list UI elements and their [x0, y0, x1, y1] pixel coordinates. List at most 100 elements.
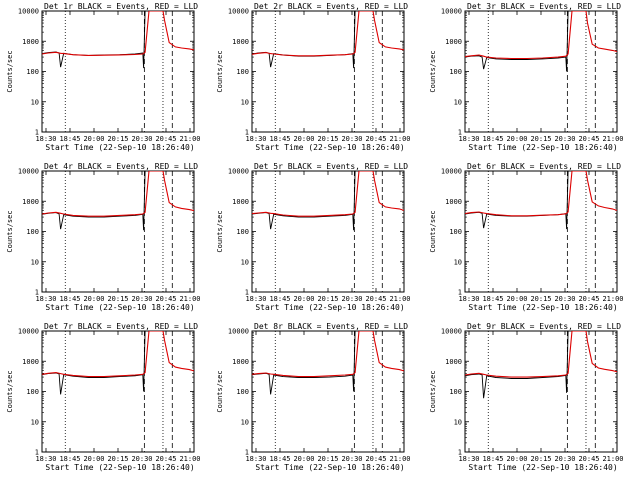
- y-tick-label: 1: [35, 289, 39, 297]
- series-line-events: [42, 331, 163, 395]
- y-tick-label: 100: [449, 68, 462, 76]
- x-axis-label: Start Time (22-Sep-10 18:26:40): [468, 463, 617, 472]
- panel-det-8: Det 8r BLACK = Events, RED = LLD 1 10 100 10…: [216, 322, 411, 472]
- y-tick-label: 1000: [232, 358, 249, 366]
- x-tick-label: 18:45: [269, 135, 290, 143]
- y-tick-label: 10000: [18, 168, 39, 176]
- y-tick-label: 1000: [445, 358, 462, 366]
- data-group: [465, 11, 617, 72]
- x-axis-label: Start Time (22-Sep-10 18:26:40): [45, 463, 194, 472]
- x-tick-label: 20:30: [554, 135, 575, 143]
- y-tick-label: 10000: [228, 168, 249, 176]
- x-tick-label: 20:45: [155, 455, 176, 463]
- x-tick-label: 20:00: [293, 295, 314, 303]
- x-tick-label: 21:00: [602, 295, 623, 303]
- y-axis-label: Counts/sec: [6, 50, 14, 92]
- x-tick-label: 18:30: [35, 135, 56, 143]
- x-axis-label: Start Time (22-Sep-10 18:26:40): [468, 143, 617, 152]
- series-line-lld: [465, 171, 617, 217]
- series-line-lld: [42, 11, 194, 56]
- x-tick-label: 20:45: [578, 455, 599, 463]
- series-line-lld: [252, 171, 404, 217]
- data-group: [252, 171, 404, 231]
- x-tick-label: 20:00: [83, 135, 104, 143]
- x-axis-label: Start Time (22-Sep-10 18:26:40): [255, 463, 404, 472]
- y-tick-label: 1000: [232, 198, 249, 206]
- x-tick-label: 20:15: [107, 295, 128, 303]
- y-axis-label: Counts/sec: [216, 210, 224, 252]
- data-group: [42, 331, 194, 395]
- y-axis-label: Counts/sec: [216, 370, 224, 412]
- plot-frame: [41, 170, 195, 293]
- x-tick-label: 20:45: [578, 295, 599, 303]
- x-axis-label: Start Time (22-Sep-10 18:26:40): [45, 143, 194, 152]
- y-tick-label: 1000: [445, 38, 462, 46]
- x-tick-label: 20:45: [578, 135, 599, 143]
- x-tick-label: 18:30: [35, 295, 56, 303]
- x-tick-label: 18:45: [59, 295, 80, 303]
- plot-frame: [41, 10, 195, 133]
- panel-det-4: Det 4r BLACK = Events, RED = LLD 1 10 100 10…: [6, 162, 201, 312]
- y-tick-label: 10000: [441, 328, 462, 336]
- x-tick-label: 21:00: [179, 455, 200, 463]
- y-axis-label: Counts/sec: [429, 50, 437, 92]
- panel-title: Det 1r BLACK = Events, RED = LLD: [44, 2, 198, 11]
- x-tick-label: 18:45: [482, 135, 503, 143]
- x-tick-label: 20:00: [506, 135, 527, 143]
- y-tick-label: 1: [458, 449, 462, 457]
- series-line-events: [42, 171, 163, 231]
- panel-title: Det 2r BLACK = Events, RED = LLD: [254, 2, 408, 11]
- panel-det-3: Det 3r BLACK = Events, RED = LLD 1 10 100 10…: [429, 2, 624, 152]
- y-tick-label: 100: [26, 388, 39, 396]
- panel-title: Det 6r BLACK = Events, RED = LLD: [467, 162, 621, 171]
- y-tick-label: 1000: [22, 358, 39, 366]
- y-tick-label: 100: [449, 228, 462, 236]
- y-tick-label: 1: [245, 289, 249, 297]
- x-tick-label: 20:45: [365, 455, 386, 463]
- x-tick-label: 20:00: [83, 295, 104, 303]
- y-tick-label: 1: [245, 129, 249, 137]
- panel-det-2: Det 2r BLACK = Events, RED = LLD 1 10 100 10…: [216, 2, 411, 152]
- y-tick-label: 10: [454, 258, 462, 266]
- plot-frame: [251, 10, 405, 133]
- x-axis-label: Start Time (22-Sep-10 18:26:40): [255, 143, 404, 152]
- x-tick-label: 20:30: [341, 135, 362, 143]
- panel-title: Det 5r BLACK = Events, RED = LLD: [254, 162, 408, 171]
- y-tick-label: 10: [31, 98, 39, 106]
- x-tick-label: 20:15: [107, 135, 128, 143]
- y-tick-label: 10: [241, 98, 249, 106]
- x-tick-label: 20:30: [554, 295, 575, 303]
- plot-frame: [251, 330, 405, 453]
- x-tick-label: 20:45: [155, 135, 176, 143]
- y-tick-label: 10000: [18, 8, 39, 16]
- x-tick-label: 18:45: [482, 455, 503, 463]
- x-tick-label: 18:30: [245, 135, 266, 143]
- data-group: [465, 331, 617, 399]
- x-tick-label: 18:45: [269, 295, 290, 303]
- y-tick-label: 100: [26, 68, 39, 76]
- y-tick-label: 1000: [232, 38, 249, 46]
- series-line-lld: [42, 331, 194, 378]
- series-line-events: [252, 331, 373, 395]
- y-tick-label: 1000: [22, 198, 39, 206]
- x-tick-label: 20:15: [317, 135, 338, 143]
- x-tick-label: 20:00: [293, 455, 314, 463]
- y-tick-label: 10000: [228, 8, 249, 16]
- series-line-events: [465, 331, 586, 399]
- series-line-events: [252, 11, 373, 69]
- y-tick-label: 100: [449, 388, 462, 396]
- series-line-lld: [252, 331, 404, 378]
- x-tick-label: 18:30: [458, 295, 479, 303]
- y-tick-label: 10: [454, 98, 462, 106]
- x-tick-label: 21:00: [179, 135, 200, 143]
- panel-title: Det 3r BLACK = Events, RED = LLD: [467, 2, 621, 11]
- y-tick-label: 100: [236, 68, 249, 76]
- plot-frame: [41, 330, 195, 453]
- x-tick-label: 20:30: [554, 455, 575, 463]
- series-line-lld: [42, 171, 194, 217]
- panel-det-9: Det 9r BLACK = Events, RED = LLD 1 10 100 10…: [429, 322, 624, 472]
- series-line-events: [42, 11, 163, 69]
- x-tick-label: 18:30: [245, 455, 266, 463]
- x-tick-label: 20:30: [131, 295, 152, 303]
- y-tick-label: 10: [454, 418, 462, 426]
